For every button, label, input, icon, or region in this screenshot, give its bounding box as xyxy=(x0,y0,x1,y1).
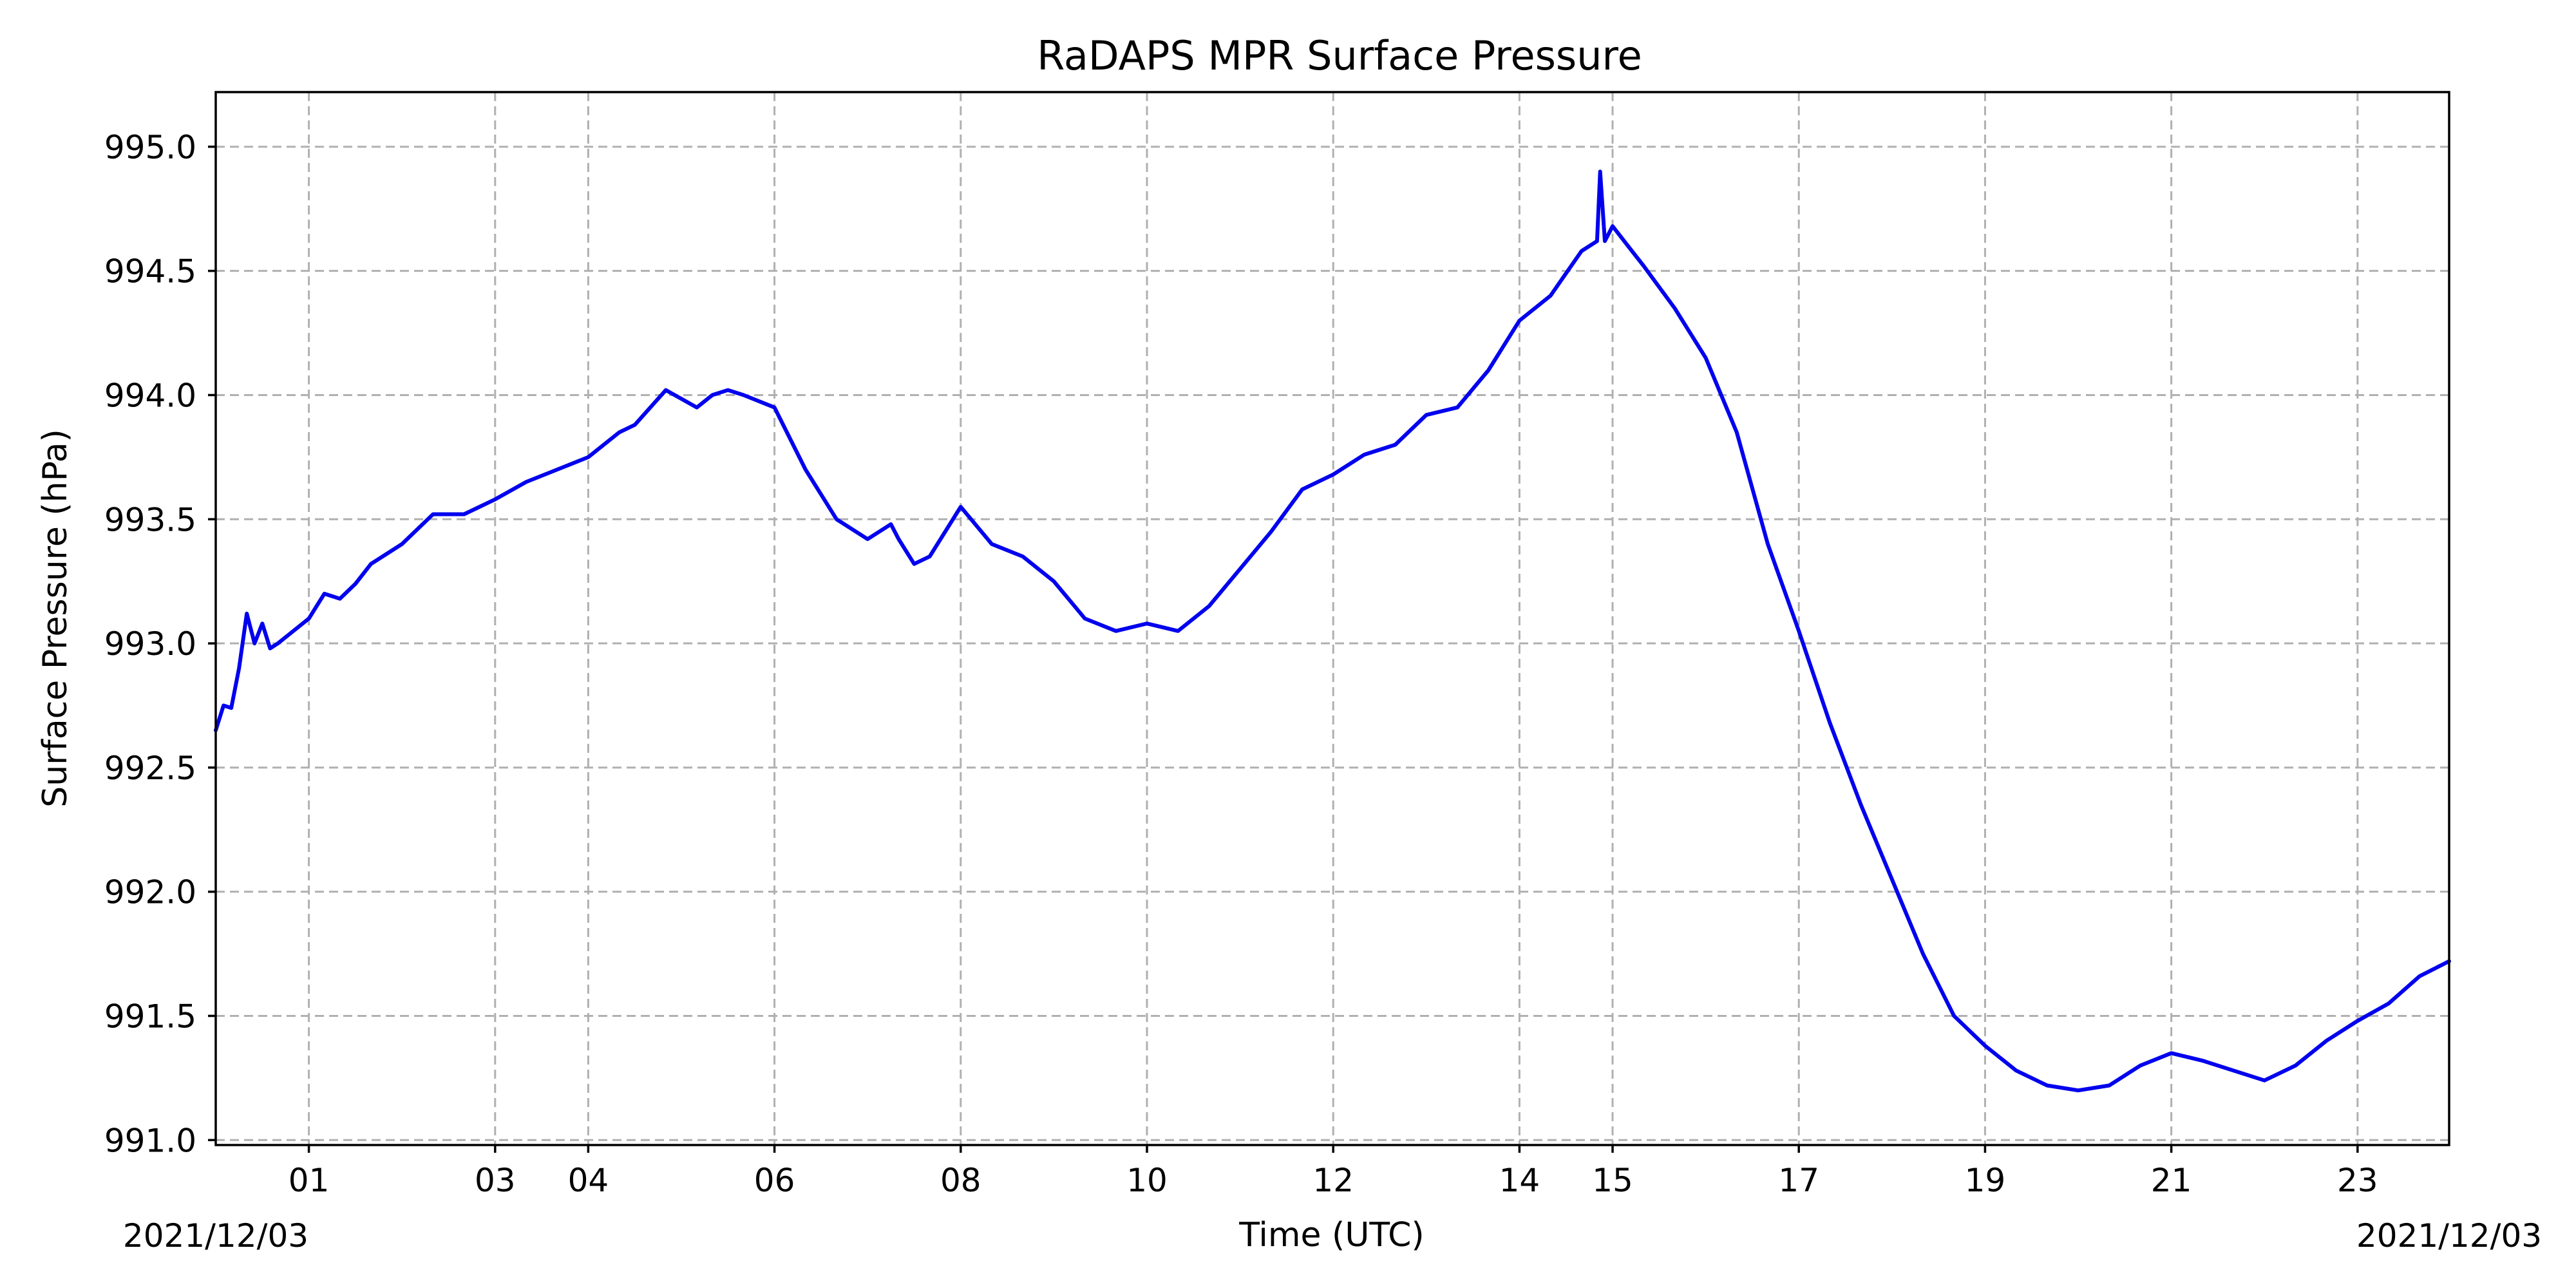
x-tick-label: 12 xyxy=(1312,1162,1354,1199)
x-tick-label: 21 xyxy=(2151,1162,2192,1199)
x-tick-label: 01 xyxy=(289,1162,330,1199)
x-tick-label: 17 xyxy=(1778,1162,1819,1199)
series-line xyxy=(214,169,2451,1093)
x-axis: 01 03 04 06 08 10 12 14 15 17 19 21 23 xyxy=(289,1145,2378,1199)
x-tick-label: 19 xyxy=(1965,1162,2006,1199)
x-tick-label: 08 xyxy=(940,1162,981,1199)
y-tick-label: 993.0 xyxy=(104,625,196,663)
y-tick-label: 994.5 xyxy=(104,253,196,290)
series-layer xyxy=(214,169,2451,1093)
x-tick-label: 06 xyxy=(754,1162,795,1199)
y-tick-label: 992.0 xyxy=(104,874,196,911)
grid xyxy=(216,92,2449,1145)
y-axis-label: Surface Pressure (hPa) xyxy=(36,429,75,808)
y-tick-label: 991.5 xyxy=(104,998,196,1035)
y-tick-label: 993.5 xyxy=(104,501,196,538)
y-tick-label: 991.0 xyxy=(104,1122,196,1159)
x-tick-label: 15 xyxy=(1592,1162,1633,1199)
x-tick-label: 03 xyxy=(475,1162,516,1199)
x-axis-end-date: 2021/12/03 xyxy=(2356,1217,2542,1255)
chart-title: RaDAPS MPR Surface Pressure xyxy=(1037,32,1642,79)
x-tick-label: 23 xyxy=(2337,1162,2378,1199)
y-tick-label: 995.0 xyxy=(104,129,196,166)
x-tick-label: 14 xyxy=(1499,1162,1540,1199)
x-axis-label: Time (UTC) xyxy=(1238,1216,1424,1255)
x-axis-start-date: 2021/12/03 xyxy=(123,1217,308,1255)
x-tick-label: 10 xyxy=(1126,1162,1168,1199)
x-tick-label: 04 xyxy=(568,1162,609,1199)
y-tick-label: 992.5 xyxy=(104,750,196,787)
y-tick-label: 994.0 xyxy=(104,377,196,414)
y-axis: 991.0 991.5 992.0 992.5 993.0 993.5 994.0 994.5… xyxy=(104,129,216,1159)
